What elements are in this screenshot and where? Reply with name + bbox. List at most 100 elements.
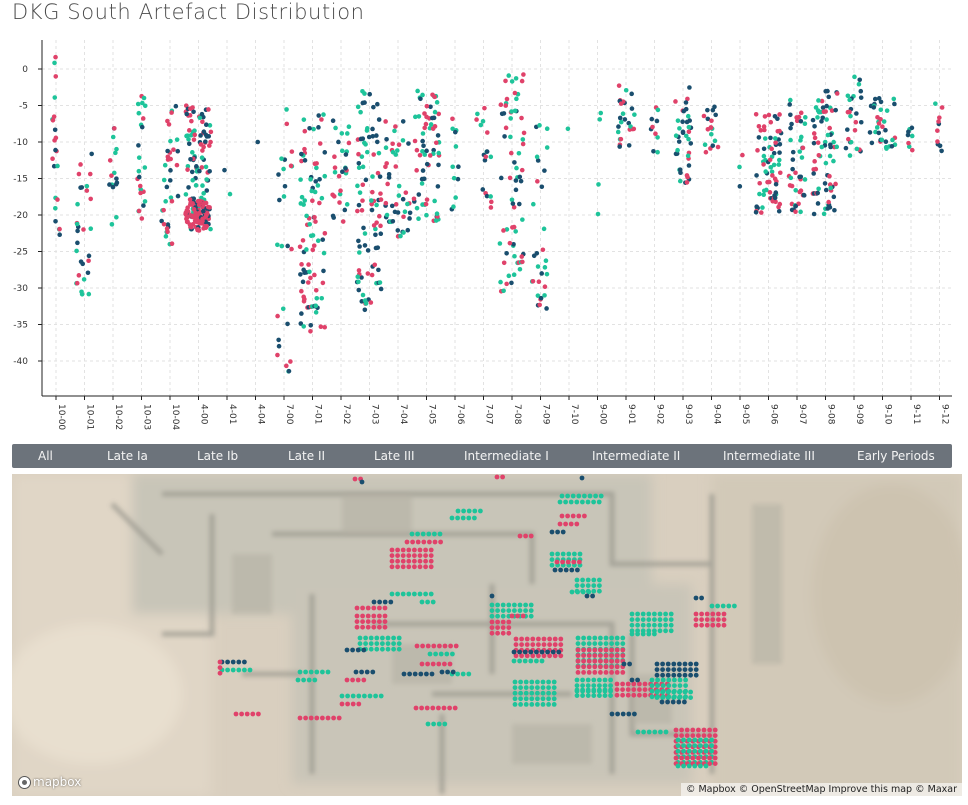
map-artefact-dot[interactable] <box>575 589 580 595</box>
map-artefact-dot[interactable] <box>614 635 620 641</box>
map-attribution[interactable]: © Mapbox © OpenStreetMap Improve this ma… <box>680 783 962 796</box>
map-artefact-dot[interactable] <box>690 733 696 738</box>
map-artefact-dot[interactable] <box>577 551 583 557</box>
map-artefact-dot[interactable] <box>377 605 382 611</box>
map-artefact-dot[interactable] <box>652 631 657 637</box>
map-artefact-dot[interactable] <box>642 687 648 692</box>
map-artefact-dot[interactable] <box>431 721 436 727</box>
map-artefact-dot[interactable] <box>682 695 688 700</box>
map-artefact-dot[interactable] <box>598 653 603 658</box>
map-artefact-dot[interactable] <box>368 641 374 646</box>
map-artefact-dot[interactable] <box>345 701 350 707</box>
map-artefact-dot[interactable] <box>671 661 677 667</box>
map-artefact-dot[interactable] <box>406 591 412 597</box>
map-artefact-dot[interactable] <box>597 683 602 688</box>
map-artefact-dot[interactable] <box>500 613 506 619</box>
map-artefact-dot[interactable] <box>550 649 556 655</box>
map-artefact-dot[interactable] <box>660 689 665 695</box>
map-artefact-dot[interactable] <box>360 624 365 630</box>
map-artefact-dot[interactable] <box>580 577 585 583</box>
map-artefact-dot[interactable] <box>354 605 360 611</box>
map-artefact-dot[interactable] <box>359 669 364 675</box>
map-artefact-dot[interactable] <box>412 591 417 597</box>
map-artefact-dot[interactable] <box>389 591 395 597</box>
map-artefact-dot[interactable] <box>703 737 709 743</box>
map-artefact-dot[interactable] <box>225 659 231 665</box>
map-artefact-dot[interactable] <box>712 750 718 755</box>
map-artefact-dot[interactable] <box>450 669 456 675</box>
map-artefact-dot[interactable] <box>559 513 565 519</box>
map-artefact-dot[interactable] <box>395 564 400 570</box>
map-artefact-dot[interactable] <box>712 761 718 766</box>
map-artefact-dot[interactable] <box>646 617 652 622</box>
map-artefact-dot[interactable] <box>640 622 646 628</box>
map-artefact-dot[interactable] <box>419 599 425 605</box>
map-artefact-dot[interactable] <box>569 589 575 595</box>
map-artefact-dot[interactable] <box>704 617 710 622</box>
map-artefact-dot[interactable] <box>591 499 596 505</box>
map-artefact-dot[interactable] <box>585 677 591 683</box>
map-artefact-dot[interactable] <box>682 667 688 672</box>
map-artefact-dot[interactable] <box>686 737 692 743</box>
map-artefact-dot[interactable] <box>671 667 677 672</box>
map-artefact-dot[interactable] <box>614 692 620 698</box>
map-artefact-dot[interactable] <box>528 533 534 539</box>
map-artefact-dot[interactable] <box>361 647 367 653</box>
map-artefact-dot[interactable] <box>306 677 312 683</box>
map-artefact-dot[interactable] <box>609 647 614 653</box>
map-artefact-dot[interactable] <box>575 641 581 646</box>
map-artefact-dot[interactable] <box>539 649 545 655</box>
map-artefact-dot[interactable] <box>506 608 512 613</box>
map-artefact-dot[interactable] <box>688 667 693 672</box>
map-artefact-dot[interactable] <box>688 689 693 695</box>
map-artefact-dot[interactable] <box>523 690 529 696</box>
map-artefact-dot[interactable] <box>385 646 391 652</box>
map-artefact-dot[interactable] <box>506 602 512 608</box>
map-artefact-dot[interactable] <box>698 748 703 754</box>
map-artefact-dot[interactable] <box>389 547 395 553</box>
map-artefact-dot[interactable] <box>489 619 495 625</box>
map-artefact-dot[interactable] <box>429 671 435 677</box>
map-artefact-dot[interactable] <box>535 685 540 690</box>
map-artefact-dot[interactable] <box>568 521 574 527</box>
map-artefact-dot[interactable] <box>701 727 707 733</box>
map-artefact-dot[interactable] <box>686 763 692 769</box>
map-artefact-dot[interactable] <box>563 499 568 505</box>
map-artefact-dot[interactable] <box>654 689 660 695</box>
map-artefact-dot[interactable] <box>657 628 663 634</box>
map-artefact-dot[interactable] <box>365 619 371 624</box>
map-artefact-dot[interactable] <box>382 605 388 611</box>
map-artefact-dot[interactable] <box>523 679 529 685</box>
map-artefact-dot[interactable] <box>455 671 460 677</box>
map-artefact-dot[interactable] <box>614 664 620 670</box>
map-artefact-dot[interactable] <box>698 743 703 748</box>
map-artefact-dot[interactable] <box>681 748 686 754</box>
map-artefact-dot[interactable] <box>673 755 679 761</box>
map-artefact-dot[interactable] <box>646 729 652 735</box>
map-artefact-dot[interactable] <box>665 672 671 678</box>
map-artefact-dot[interactable] <box>551 690 557 696</box>
map-artefact-dot[interactable] <box>547 653 552 659</box>
map-artefact-dot[interactable] <box>580 589 586 595</box>
map-artefact-dot[interactable] <box>445 669 450 675</box>
map-artefact-dot[interactable] <box>603 635 609 641</box>
map-artefact-dot[interactable] <box>596 499 602 505</box>
map-artefact-dot[interactable] <box>603 664 609 670</box>
map-artefact-dot[interactable] <box>585 577 591 583</box>
map-artefact-dot[interactable] <box>608 677 613 683</box>
map-artefact-dot[interactable] <box>512 685 518 690</box>
map-artefact-dot[interactable] <box>551 679 557 685</box>
map-artefact-dot[interactable] <box>388 599 394 605</box>
map-artefact-dot[interactable] <box>380 635 385 641</box>
map-artefact-dot[interactable] <box>506 625 512 630</box>
map-artefact-dot[interactable] <box>625 687 631 692</box>
map-artefact-dot[interactable] <box>466 508 472 514</box>
map-artefact-dot[interactable] <box>523 533 528 539</box>
map-artefact-dot[interactable] <box>598 670 603 675</box>
map-artefact-dot[interactable] <box>396 635 402 641</box>
map-artefact-dot[interactable] <box>660 667 665 672</box>
map-artefact-dot[interactable] <box>677 672 682 678</box>
mapbox-logo[interactable]: mapbox <box>18 774 81 790</box>
map-artefact-dot[interactable] <box>447 705 452 711</box>
map-artefact-dot[interactable] <box>530 653 536 659</box>
